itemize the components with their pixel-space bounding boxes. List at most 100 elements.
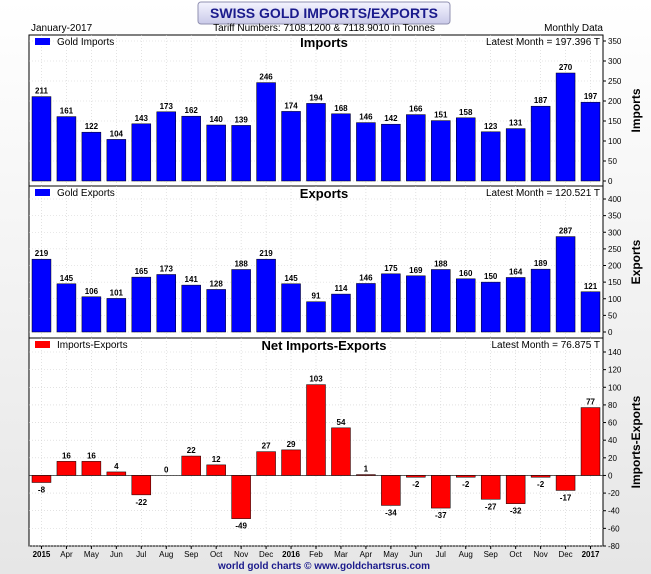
- bar-oct: [206, 124, 226, 182]
- bar-feb: [306, 301, 326, 333]
- x-tick-label: Feb: [309, 550, 323, 559]
- bar-value-label: 54: [337, 418, 346, 427]
- bar-sep: [480, 131, 501, 182]
- x-tick-label: Oct: [509, 550, 522, 559]
- y-tick-label: 200: [608, 262, 622, 271]
- latest-month-label: Latest Month = 197.396 T: [486, 37, 600, 48]
- y-tick-label: 60: [608, 419, 617, 428]
- x-tick-label: May: [84, 550, 99, 559]
- bar-aug: [156, 274, 176, 333]
- y-tick-label: 100: [608, 137, 622, 146]
- bar-value-label: -37: [435, 511, 447, 520]
- bar-value-label: 145: [284, 274, 298, 283]
- bar-2017: [580, 101, 601, 182]
- bar-value-label: 219: [35, 249, 49, 258]
- bar-dec: [256, 451, 276, 476]
- bar-value-label: 173: [160, 102, 174, 111]
- bar-may: [81, 296, 102, 333]
- y-tick-label: 20: [608, 454, 617, 463]
- bar-value-label: 16: [62, 451, 71, 460]
- x-tick-label: Nov: [533, 550, 547, 559]
- bar-value-label: -2: [537, 480, 545, 489]
- bar-jun: [106, 471, 127, 476]
- bar-oct: [206, 464, 226, 476]
- panel-title: Imports: [300, 35, 348, 50]
- bar-value-label: -8: [38, 486, 46, 495]
- y-tick-label: 0: [608, 328, 613, 337]
- bar-value-label: 246: [259, 73, 273, 82]
- bar-value-label: 29: [287, 440, 296, 449]
- y-axis-label: Exports: [629, 239, 643, 284]
- bar-may: [381, 475, 401, 506]
- y-tick-label: 40: [608, 436, 617, 445]
- x-tick-label: Dec: [558, 550, 572, 559]
- legend-label: Gold Imports: [57, 37, 114, 48]
- y-tick-label: 0: [608, 177, 613, 186]
- bar-value-label: 140: [209, 115, 223, 124]
- bar-value-label: -22: [136, 498, 148, 507]
- y-tick-label: 80: [608, 401, 617, 410]
- bar-value-label: 114: [335, 284, 348, 293]
- legend-swatch: [35, 189, 50, 196]
- y-tick-label: 350: [608, 37, 622, 46]
- bar-value-label: 16: [87, 451, 96, 460]
- x-tick-label: Mar: [334, 550, 348, 559]
- legend: Gold Exports: [35, 188, 115, 199]
- bar-value-label: 175: [384, 264, 398, 273]
- bar-value-label: -32: [510, 507, 522, 516]
- bar-dec: [256, 258, 276, 333]
- bar-oct: [505, 277, 526, 333]
- bar-apr: [356, 122, 376, 182]
- bar-value-label: 168: [334, 104, 348, 113]
- panel-imports: 0 50 100 150 200 250 300 350 211 161 122 104 143 173 1…: [28, 34, 643, 187]
- legend: Gold Imports: [35, 37, 114, 48]
- bar-value-label: -49: [235, 522, 247, 531]
- bar-jun: [406, 475, 426, 478]
- bar-value-label: -2: [412, 480, 420, 489]
- bar-2017: [580, 291, 601, 333]
- bar-jun: [106, 139, 127, 182]
- bar-sep: [181, 455, 201, 476]
- bar-mar: [331, 427, 351, 476]
- y-tick-label: 250: [608, 245, 622, 254]
- x-tick-label: Sep: [184, 550, 199, 559]
- bar-value-label: -27: [485, 502, 497, 511]
- bar-value-label: 77: [586, 398, 595, 407]
- bar-value-label: 187: [534, 96, 548, 105]
- bar-jul: [131, 475, 152, 496]
- title-box: [197, 1, 451, 25]
- bar-value-label: 104: [110, 129, 124, 138]
- bar-feb: [306, 384, 326, 476]
- bar-apr: [56, 116, 77, 182]
- x-tick-label: Jun: [110, 550, 123, 559]
- x-tick-label: 2015: [33, 550, 51, 559]
- y-tick-label: -60: [608, 524, 620, 533]
- bar-aug: [456, 278, 476, 333]
- x-tick-label: Nov: [234, 550, 248, 559]
- bar-value-label: 211: [35, 87, 48, 96]
- latest-month-label: Latest Month = 120.521 T: [486, 188, 600, 199]
- bar-value-label: 141: [185, 275, 199, 284]
- bar-value-label: 219: [259, 249, 273, 258]
- bar-value-label: 12: [212, 455, 221, 464]
- y-tick-label: 50: [608, 157, 617, 166]
- bar-dec: [555, 72, 576, 182]
- bar-2015: [31, 258, 52, 333]
- bar-value-label: 1: [364, 465, 369, 474]
- bar-value-label: 162: [185, 106, 199, 115]
- bar-value-label: 158: [459, 108, 473, 117]
- bar-value-label: 27: [262, 442, 271, 451]
- bar-dec: [555, 475, 576, 491]
- latest-month-label: Latest Month = 76.875 T: [491, 340, 600, 351]
- bar-may: [81, 131, 102, 182]
- bar-value-label: 123: [484, 122, 498, 131]
- bar-value-label: -17: [560, 493, 572, 502]
- y-tick-label: 150: [608, 278, 622, 287]
- bar-jul: [431, 120, 451, 182]
- y-tick-label: 120: [608, 366, 622, 375]
- bar-value-label: 287: [559, 227, 573, 236]
- bar-value-label: 103: [309, 375, 323, 384]
- bar-nov: [530, 105, 551, 182]
- bar-sep: [181, 284, 201, 333]
- bar-jul: [131, 123, 152, 182]
